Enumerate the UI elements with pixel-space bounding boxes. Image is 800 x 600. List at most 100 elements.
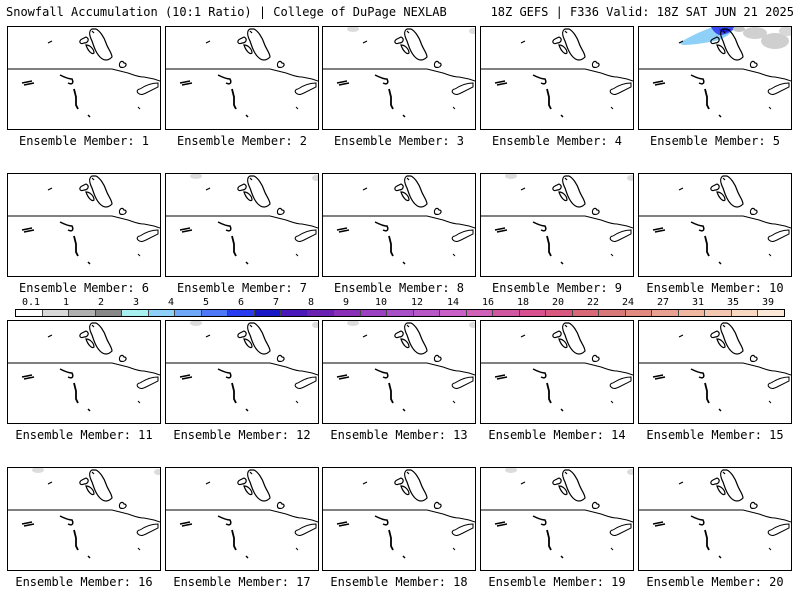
colorbar-segment	[625, 310, 653, 316]
coastline-map	[323, 175, 475, 265]
colorbar-segment	[705, 310, 732, 316]
colorbar-segment	[42, 310, 70, 316]
ensemble-map-panel	[7, 467, 161, 571]
coastline-map	[166, 321, 318, 412]
colorbar-tick-label: 7	[272, 297, 280, 308]
coastline-map	[481, 468, 633, 559]
colorbar-segment	[678, 310, 706, 316]
ensemble-member-label: Ensemble Member: 10	[646, 281, 784, 295]
colorbar-segment	[16, 310, 43, 316]
colorbar-tick-label: 8	[307, 297, 315, 308]
colorbar-segment	[307, 310, 335, 316]
ensemble-member-label: Ensemble Member: 2	[176, 134, 308, 148]
coastline-map	[8, 322, 160, 412]
ensemble-member-label: Ensemble Member: 18	[330, 575, 468, 589]
ensemble-member-label: Ensemble Member: 16	[15, 575, 153, 589]
colorbar-tick-label: 35	[726, 297, 740, 308]
snowfall-colorbar	[15, 309, 785, 317]
ensemble-map-panel	[638, 320, 792, 424]
coastline-map	[639, 175, 791, 265]
ensemble-map-panel	[7, 320, 161, 424]
coastline-map	[166, 174, 318, 265]
colorbar-tick-label: 24	[621, 297, 635, 308]
colorbar-segment	[546, 310, 573, 316]
coastline-map	[8, 28, 160, 118]
colorbar-segment	[572, 310, 600, 316]
colorbar-tick-label: 39	[761, 297, 775, 308]
colorbar-tick-label: 3	[132, 297, 140, 308]
ensemble-map-panel	[480, 26, 634, 130]
ensemble-map-panel	[165, 173, 319, 277]
colorbar-segment	[493, 310, 520, 316]
ensemble-map-panel	[322, 26, 476, 130]
ensemble-map-panel	[322, 320, 476, 424]
ensemble-member-label: Ensemble Member: 20	[646, 575, 784, 589]
coastline-map	[481, 322, 633, 412]
colorbar-segment	[254, 310, 282, 316]
ensemble-member-label: Ensemble Member: 19	[488, 575, 626, 589]
ensemble-member-label: Ensemble Member: 3	[333, 134, 465, 148]
coastline-map	[481, 28, 633, 118]
colorbar-tick-label: 9	[342, 297, 350, 308]
ensemble-map-panel	[7, 173, 161, 277]
coastline-map	[166, 28, 318, 118]
colorbar-tick-label: 10	[374, 297, 388, 308]
coastline-map	[8, 468, 160, 559]
colorbar-segment	[466, 310, 494, 316]
coastline-map	[639, 322, 791, 412]
ensemble-member-label: Ensemble Member: 15	[646, 428, 784, 442]
colorbar-tick-label: 2	[97, 297, 105, 308]
colorbar-segment	[652, 310, 679, 316]
coastline-map	[323, 27, 475, 118]
colorbar-tick-label: 6	[237, 297, 245, 308]
colorbar-segment	[519, 310, 547, 316]
colorbar-segment	[334, 310, 361, 316]
ensemble-map-panel	[480, 320, 634, 424]
colorbar-tick-label: 16	[481, 297, 495, 308]
colorbar-segment	[175, 310, 202, 316]
colorbar-segment	[758, 310, 784, 316]
colorbar-segment	[413, 310, 441, 316]
ensemble-map-panel	[480, 467, 634, 571]
ensemble-member-label: Ensemble Member: 12	[173, 428, 311, 442]
colorbar-segment	[731, 310, 759, 316]
ensemble-map-panel	[165, 467, 319, 571]
coastline-map	[481, 174, 633, 265]
colorbar-tick-label: 22	[586, 297, 600, 308]
colorbar-tick-label: 0.1	[21, 297, 41, 308]
colorbar-tick-label: 14	[446, 297, 460, 308]
colorbar-tick-label: 4	[167, 297, 175, 308]
colorbar-tick-label: 12	[410, 297, 424, 308]
ensemble-map-panel	[165, 26, 319, 130]
page-title: Snowfall Accumulation (10:1 Ratio) | Col…	[6, 5, 447, 19]
colorbar-tick-label: 5	[202, 297, 210, 308]
model-run-info: 18Z GEFS | F336 Valid: 18Z SAT JUN 21 20…	[490, 5, 794, 19]
ensemble-member-label: Ensemble Member: 6	[18, 281, 150, 295]
ensemble-member-label: Ensemble Member: 1	[18, 134, 150, 148]
colorbar-segment	[360, 310, 388, 316]
colorbar-segment	[281, 310, 308, 316]
coastline-map	[323, 321, 475, 412]
colorbar-segment	[228, 310, 255, 316]
ensemble-member-label: Ensemble Member: 13	[330, 428, 468, 442]
colorbar-tick-label: 27	[656, 297, 670, 308]
colorbar-segment	[440, 310, 467, 316]
ensemble-member-label: Ensemble Member: 4	[491, 134, 623, 148]
ensemble-member-label: Ensemble Member: 9	[491, 281, 623, 295]
colorbar-tick-label: 31	[691, 297, 705, 308]
coastline-map	[639, 469, 791, 559]
colorbar-segment	[95, 310, 123, 316]
colorbar-tick-label: 20	[551, 297, 565, 308]
ensemble-member-label: Ensemble Member: 11	[15, 428, 153, 442]
colorbar-segment	[69, 310, 96, 316]
ensemble-map-panel	[322, 173, 476, 277]
colorbar-tick-label: 18	[516, 297, 530, 308]
ensemble-member-label: Ensemble Member: 5	[649, 134, 781, 148]
colorbar-segment	[148, 310, 176, 316]
ensemble-member-label: Ensemble Member: 8	[333, 281, 465, 295]
ensemble-map-panel	[322, 467, 476, 571]
colorbar-segment	[201, 310, 229, 316]
ensemble-map-panel	[638, 467, 792, 571]
ensemble-map-panel	[638, 26, 792, 130]
coastline-map	[323, 469, 475, 559]
